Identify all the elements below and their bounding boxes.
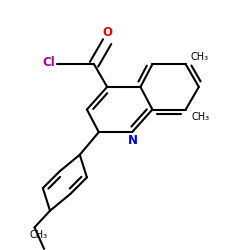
- Text: CH₃: CH₃: [192, 112, 210, 122]
- Text: N: N: [128, 134, 138, 147]
- Text: O: O: [102, 26, 112, 39]
- Text: CH₃: CH₃: [30, 230, 48, 239]
- Text: Cl: Cl: [42, 56, 55, 69]
- Text: CH₃: CH₃: [190, 52, 208, 62]
